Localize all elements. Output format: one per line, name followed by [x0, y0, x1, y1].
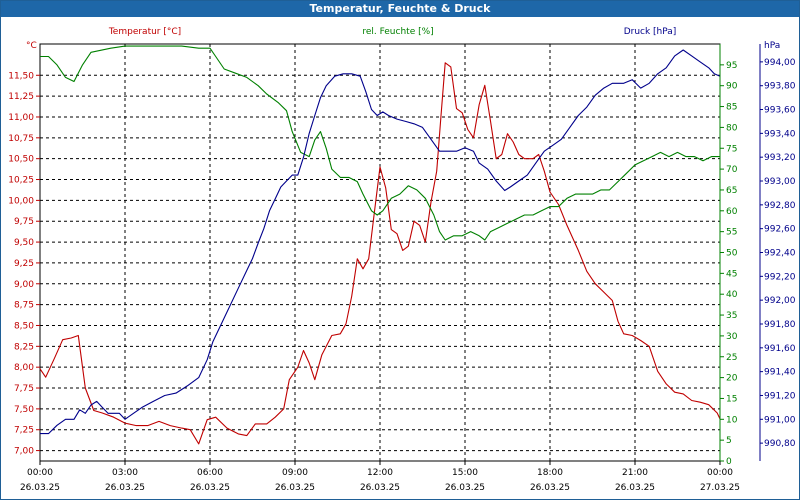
humidity-tick-label: 15	[726, 394, 737, 404]
grid	[40, 44, 720, 461]
pressure-unit: hPa	[764, 41, 780, 51]
humidity-tick-label: 70	[726, 165, 738, 175]
date-tick-label: 26.03.25	[530, 483, 570, 493]
date-tick-label: 26.03.25	[615, 483, 655, 493]
series-layer	[39, 45, 721, 445]
pressure-series-line	[40, 49, 721, 435]
humidity-tick-label: 10	[726, 415, 738, 425]
humidity-tick-label: 35	[726, 311, 737, 321]
humidity-tick-label: 60	[726, 207, 738, 217]
pressure-tick-label: 991,20	[764, 391, 796, 401]
temperature-tick-label: 9,75	[14, 217, 34, 227]
humidity-tick-label: 40	[726, 290, 738, 300]
temperature-tick-label: 11,50	[8, 71, 34, 81]
pressure-tick-label: 993,20	[764, 153, 796, 163]
humidity-tick-label: 80	[726, 123, 738, 133]
temperature-tick-label: 7,75	[14, 384, 34, 394]
window-title: Temperatur, Feuchte & Druck	[1, 1, 799, 17]
pressure-tick-label: 992,60	[764, 225, 796, 235]
humidity-tick-label: 0	[726, 457, 732, 467]
temperature-tick-label: 10,75	[8, 134, 34, 144]
time-tick-label: 09:00	[282, 468, 308, 478]
pressure-tick-label: 992,00	[764, 296, 796, 306]
time-tick-label: 03:00	[112, 468, 138, 478]
date-tick-label: 27.03.25	[700, 483, 740, 493]
time-tick-label: 00:00	[27, 468, 53, 478]
time-tick-label: 21:00	[622, 468, 648, 478]
pressure-tick-label: 993,40	[764, 129, 796, 139]
pressure-tick-label: 991,80	[764, 320, 796, 330]
time-tick-label: 12:00	[367, 468, 393, 478]
humidity-tick-label: 65	[726, 186, 737, 196]
humidity-tick-label: 90	[726, 82, 738, 92]
humidity-tick-label: 55	[726, 228, 737, 238]
pressure-tick-label: 991,60	[764, 344, 796, 354]
humidity-tick-label: 20	[726, 374, 738, 384]
time-tick-label: 00:00	[707, 468, 733, 478]
date-tick-label: 26.03.25	[190, 483, 230, 493]
pressure-tick-label: 990,80	[764, 439, 796, 449]
humidity-tick-label: 5	[726, 436, 732, 446]
temperature-tick-label: 10,00	[8, 196, 34, 206]
pressure-tick-label: 991,00	[764, 415, 796, 425]
humidity-legend: rel. Feuchte [%]	[362, 27, 433, 37]
pressure-tick-label: 991,40	[764, 368, 796, 378]
pressure-tick-label: 992,40	[764, 249, 796, 259]
pressure-legend: Druck [hPa]	[624, 27, 677, 37]
temperature-tick-label: 9,25	[14, 259, 34, 269]
humidity-tick-label: 25	[726, 353, 737, 363]
humidity-tick-label: 50	[726, 249, 738, 259]
date-tick-label: 26.03.25	[275, 483, 315, 493]
temperature-tick-label: 11,00	[8, 113, 34, 123]
date-tick-label: 26.03.25	[105, 483, 145, 493]
temperature-series-line	[39, 62, 721, 445]
temperature-tick-label: 7,00	[14, 447, 34, 457]
pressure-tick-label: 994,00	[764, 58, 796, 68]
time-axis: 00:00 26.03.25 03:00 26.03.25 06:00 26.03.25 0…	[20, 461, 740, 493]
pressure-tick-label: 993,60	[764, 106, 796, 116]
temperature-tick-label: 8,50	[14, 321, 34, 331]
temperature-tick-label: 9,00	[14, 280, 34, 290]
temperature-tick-label: 10,50	[8, 155, 34, 165]
pressure-tick-label: 993,00	[764, 177, 796, 187]
humidity-tick-label: 95	[726, 61, 737, 71]
date-tick-label: 26.03.25	[445, 483, 485, 493]
temperature-unit: °C	[26, 41, 37, 51]
date-tick-label: 26.03.25	[360, 483, 400, 493]
temperature-axis: 7,00 7,25 7,50 7,75 8,00 8,25 8,50 8,75 9,00 9,25…	[8, 71, 40, 457]
temperature-tick-label: 9,50	[14, 238, 34, 248]
pressure-tick-label: 992,20	[764, 272, 796, 282]
humidity-axis: 0 5 10 15 20 25 30 35 40 45 50 55 60 65 70 75 80 85 90 95	[719, 44, 738, 467]
pressure-tick-label: 993,80	[764, 82, 796, 92]
humidity-tick-label: 85	[726, 103, 737, 113]
humidity-tick-label: 45	[726, 269, 737, 279]
temperature-tick-label: 7,25	[14, 426, 34, 436]
humidity-tick-label: 75	[726, 144, 737, 154]
humidity-tick-label: 30	[726, 332, 738, 342]
temperature-tick-label: 8,25	[14, 342, 34, 352]
temperature-tick-label: 10,25	[8, 176, 34, 186]
humidity-series-line	[40, 45, 720, 241]
temperature-tick-label: 8,00	[14, 363, 34, 373]
temperature-tick-label: 7,50	[14, 405, 34, 415]
date-tick-label: 26.03.25	[20, 483, 60, 493]
time-tick-label: 06:00	[197, 468, 223, 478]
time-tick-label: 15:00	[452, 468, 478, 478]
temperature-tick-label: 11,25	[8, 92, 34, 102]
temperature-tick-label: 8,75	[14, 301, 34, 311]
time-tick-label: 18:00	[537, 468, 563, 478]
pressure-tick-label: 992,80	[764, 201, 796, 211]
temperature-legend: Temperatur [°C]	[108, 27, 181, 37]
pressure-axis: 990,80 991,00 991,20 991,40 991,60 991,80 992,…	[759, 44, 796, 461]
